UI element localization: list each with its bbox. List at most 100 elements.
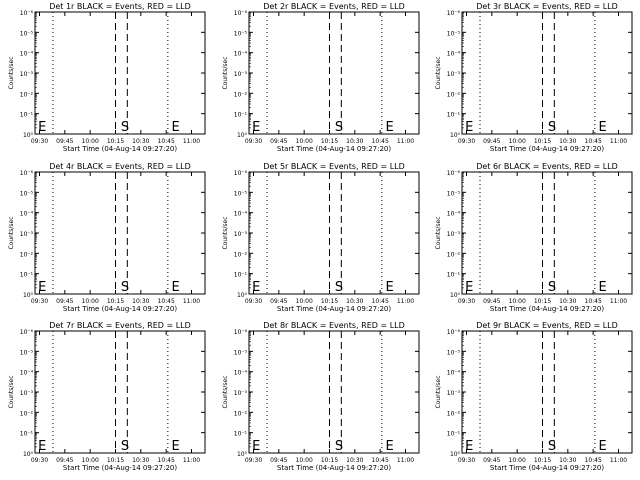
y-tick-label: 10⁻⁵ [20,190,34,197]
x-tick-label: 10:00 [82,457,99,464]
y-tick-label: 10⁻³ [447,390,461,397]
panel-title: Det 6r BLACK = Events, RED = LLD [476,162,618,171]
event-marker-s: S [121,280,129,295]
y-tick-label: 10⁻⁴ [447,211,461,218]
x-tick-label: 10:30 [559,457,576,464]
plot-frame [461,11,633,135]
x-axis-label: Start Time (04-Aug-14 09:27:20) [490,145,604,153]
x-tick-label: 09:30 [245,138,262,145]
y-tick-label: 10⁰ [23,292,34,299]
y-tick-label: 10⁻⁶ [234,10,248,17]
x-tick-label: 09:45 [483,138,500,145]
event-marker-e: E [252,120,260,135]
x-tick-label: 11:00 [397,457,414,464]
x-tick-label: 10:00 [296,298,313,305]
event-marker-e: E [38,120,46,135]
x-tick-label: 10:30 [346,298,363,305]
x-tick-label: 10:45 [585,138,602,145]
y-axis-label: Counts/sec [435,56,442,89]
y-tick-label: 10⁰ [450,132,461,139]
y-tick-label: 10⁰ [237,132,248,139]
event-marker-e: E [386,280,394,295]
y-tick-label: 10⁻⁵ [234,30,248,37]
panel-det-8: Det 8r BLACK = Events, RED = LLD Counts/s… [222,321,420,472]
y-tick-label: 10⁻¹ [20,272,34,279]
x-tick-label: 11:00 [183,298,200,305]
x-axis-label: Start Time (04-Aug-14 09:27:20) [63,464,177,472]
event-marker-e: E [386,439,394,454]
event-marker-e: E [252,280,260,295]
y-axis-label: Counts/sec [8,56,15,89]
x-tick-label: 10:00 [296,457,313,464]
x-tick-label: 10:15 [107,138,124,145]
y-tick-label: 10⁻² [447,91,461,98]
y-tick-label: 10⁻² [20,410,34,417]
event-marker-e: E [252,439,260,454]
y-tick-label: 10⁰ [450,292,461,299]
y-tick-label: 10⁻³ [234,231,248,238]
x-axis-label: Start Time (04-Aug-14 09:27:20) [490,464,604,472]
plot-frame [461,171,633,295]
x-tick-label: 10:45 [372,457,389,464]
x-tick-label: 09:30 [458,457,475,464]
y-tick-label: 10⁻⁴ [234,370,248,377]
y-axis-label: Counts/sec [222,56,229,89]
event-marker-e: E [465,439,473,454]
panel-det-9: Det 9r BLACK = Events, RED = LLD Counts/s… [435,321,633,472]
x-tick-label: 10:15 [107,457,124,464]
event-marker-e: E [465,280,473,295]
y-tick-label: 10⁻¹ [20,112,34,119]
y-axis-label: Counts/sec [435,375,442,408]
x-tick-label: 09:45 [270,138,287,145]
x-tick-label: 10:45 [585,298,602,305]
plot-frame [34,330,206,454]
y-tick-label: 10⁻¹ [20,431,34,438]
y-axis-label: Counts/sec [8,216,15,249]
event-marker-e: E [172,120,180,135]
y-tick-label: 10⁰ [23,451,34,458]
y-tick-label: 10⁻⁴ [20,370,34,377]
x-tick-label: 10:15 [534,457,551,464]
y-tick-label: 10⁻⁶ [447,10,461,17]
y-tick-label: 10⁻³ [20,71,34,78]
x-axis-label: Start Time (04-Aug-14 09:27:20) [277,145,391,153]
x-tick-label: 11:00 [610,298,627,305]
panel-title: Det 2r BLACK = Events, RED = LLD [263,2,405,11]
panel-title: Det 1r BLACK = Events, RED = LLD [49,2,191,11]
event-marker-s: S [335,120,343,135]
y-tick-label: 10⁻¹ [234,112,248,119]
event-marker-e: E [599,439,607,454]
y-tick-label: 10⁻⁴ [20,211,34,218]
panel-title: Det 8r BLACK = Events, RED = LLD [263,321,405,330]
x-tick-label: 09:30 [458,298,475,305]
x-tick-label: 10:15 [321,457,338,464]
y-tick-label: 10⁻⁴ [234,211,248,218]
x-tick-label: 10:00 [296,138,313,145]
x-tick-label: 10:15 [107,298,124,305]
x-axis-label: Start Time (04-Aug-14 09:27:20) [277,464,391,472]
x-tick-label: 10:30 [132,457,149,464]
x-tick-label: 09:45 [483,298,500,305]
event-marker-s: S [335,280,343,295]
x-tick-label: 10:00 [509,138,526,145]
x-tick-label: 11:00 [183,138,200,145]
event-marker-e: E [38,280,46,295]
y-tick-label: 10⁻² [447,251,461,258]
y-tick-label: 10⁻⁶ [20,170,34,177]
event-marker-s: S [121,120,129,135]
y-tick-label: 10⁻⁴ [447,370,461,377]
x-tick-label: 10:45 [372,138,389,145]
x-tick-label: 10:15 [321,298,338,305]
x-axis-label: Start Time (04-Aug-14 09:27:20) [63,145,177,153]
x-tick-label: 09:45 [56,298,73,305]
y-tick-label: 10⁻¹ [447,272,461,279]
x-tick-label: 10:30 [346,138,363,145]
x-tick-label: 10:00 [509,457,526,464]
x-axis-label: Start Time (04-Aug-14 09:27:20) [63,305,177,313]
y-tick-label: 10⁻³ [447,231,461,238]
y-axis-label: Counts/sec [8,375,15,408]
panel-title: Det 5r BLACK = Events, RED = LLD [263,162,405,171]
x-tick-label: 10:15 [534,298,551,305]
y-tick-label: 10⁻⁶ [234,329,248,336]
x-axis-label: Start Time (04-Aug-14 09:27:20) [490,305,604,313]
